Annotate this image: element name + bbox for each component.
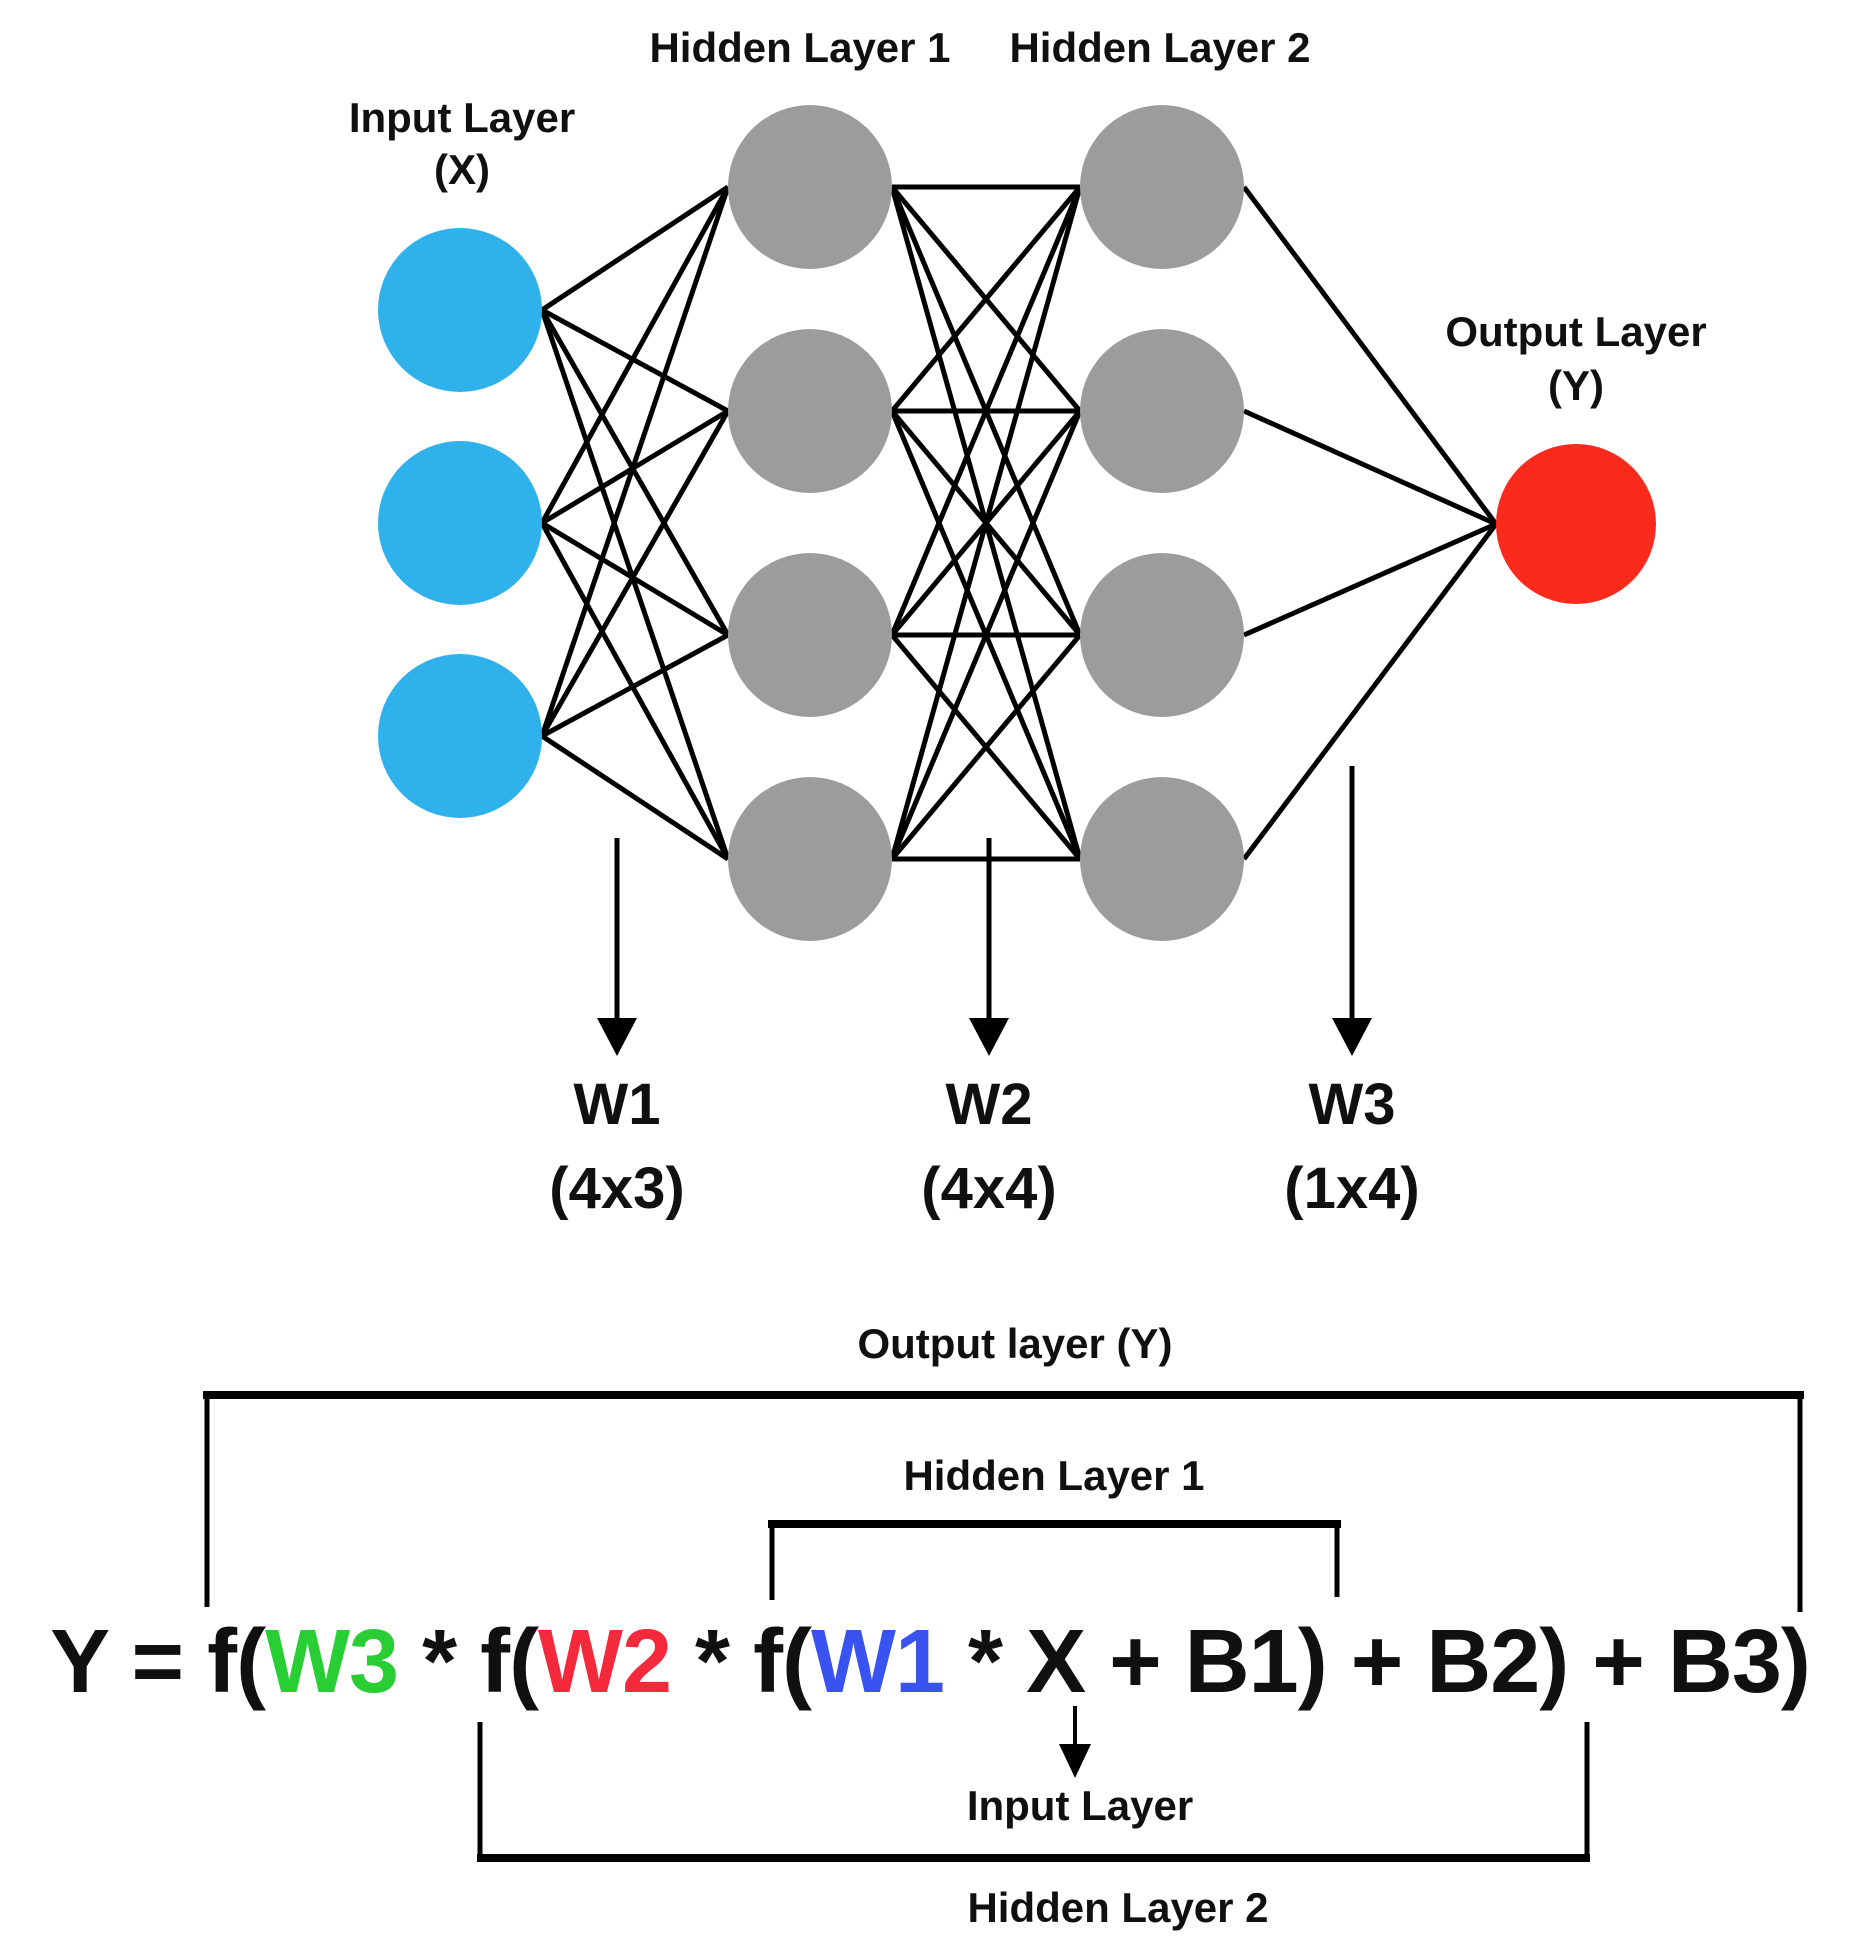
- hidden1-node: [728, 777, 892, 941]
- connection-line: [540, 184, 730, 313]
- weight-arrowhead-icon: [969, 1018, 1009, 1056]
- connection-line: [540, 520, 730, 638]
- connection-line: [540, 632, 730, 739]
- input-node: [378, 228, 542, 392]
- connection-line: [1242, 522, 1498, 861]
- connection-line: [889, 186, 1083, 636]
- formula-segment: W2: [538, 1612, 671, 1712]
- connection-line: [540, 307, 730, 414]
- connection-line: [540, 733, 730, 862]
- hidden2-node: [1080, 777, 1244, 941]
- hidden1-node: [728, 329, 892, 493]
- weight-dims: (4x4): [921, 1156, 1056, 1221]
- weight-arrowhead-icon: [597, 1018, 637, 1056]
- input-node: [378, 654, 542, 818]
- output-layer-title: Output Layer: [1445, 308, 1706, 355]
- formula-segment: Y = f(: [50, 1612, 266, 1712]
- weight-label: W1: [574, 1072, 661, 1137]
- connections-group: [539, 184, 1499, 862]
- output-layer-symbol: (Y): [1548, 362, 1604, 409]
- formula: Y = f(W3 * f(W2 * f(W1 * X + B1) + B2) +…: [50, 1612, 1810, 1712]
- input-arrowhead-icon: [1059, 1744, 1091, 1778]
- connection-line: [889, 410, 1083, 860]
- connection-line: [890, 185, 1082, 413]
- formula-segment: W1: [811, 1612, 944, 1712]
- weight-arrowhead-icon: [1332, 1018, 1372, 1056]
- connection-line: [1242, 408, 1498, 527]
- hidden1-node: [728, 105, 892, 269]
- hidden-layer-2-title: Hidden Layer 2: [1009, 24, 1310, 71]
- weight-dims: (4x3): [549, 1156, 684, 1221]
- input-arrow-label: Input Layer: [967, 1782, 1193, 1829]
- hidden2-bracket-label: Hidden Layer 2: [967, 1884, 1268, 1931]
- hidden2-node: [1080, 329, 1244, 493]
- formula-segment: * f(: [671, 1612, 812, 1712]
- nodes-group: [378, 105, 1656, 941]
- hidden2-node: [1080, 553, 1244, 717]
- output-bracket-label: Output layer (Y): [857, 1320, 1172, 1367]
- connection-line: [539, 309, 731, 860]
- input-node: [378, 441, 542, 605]
- hidden1-node: [728, 553, 892, 717]
- weight-label: W2: [946, 1072, 1033, 1137]
- weight-labels-group: W1 (4x3) W2 (4x4) W3 (1x4): [549, 766, 1420, 1221]
- weight-label: W3: [1309, 1072, 1396, 1137]
- formula-segment: * f(: [398, 1612, 539, 1712]
- hidden-layer-1-title: Hidden Layer 1: [649, 24, 950, 71]
- input-layer-title: Input Layer: [349, 94, 575, 141]
- connection-line: [539, 186, 731, 737]
- connection-line: [539, 185, 731, 525]
- formula-segment: W3: [265, 1612, 398, 1712]
- connection-line: [890, 633, 1082, 861]
- connection-line: [1241, 185, 1499, 526]
- weight-dims: (1x4): [1284, 1156, 1419, 1221]
- hidden1-bracket-label: Hidden Layer 1: [903, 1452, 1204, 1499]
- connection-line: [539, 409, 731, 738]
- connection-line: [1242, 521, 1498, 638]
- connection-line: [539, 308, 731, 637]
- hidden2-node: [1080, 105, 1244, 269]
- input-layer-symbol: (X): [434, 146, 490, 193]
- connection-line: [539, 521, 731, 861]
- output-node: [1496, 444, 1656, 604]
- formula-segment: * X + B1) + B2) + B3): [944, 1612, 1810, 1712]
- connection-line: [889, 186, 1083, 860]
